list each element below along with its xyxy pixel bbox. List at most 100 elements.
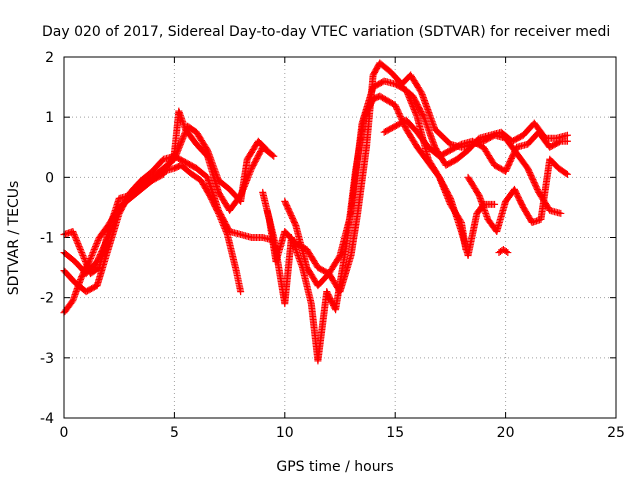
data-point [92, 241, 100, 249]
data-point [410, 104, 418, 112]
data-point [74, 240, 82, 248]
data-point [75, 243, 83, 251]
data-point [245, 172, 253, 180]
data-point [86, 255, 94, 263]
x-axis-label: GPS time / hours [276, 459, 393, 475]
data-point [502, 248, 510, 256]
data-point [75, 241, 83, 249]
y-tick-label: -4 [40, 411, 54, 427]
data-point [71, 234, 79, 241]
plot-frame [63, 56, 617, 419]
data-point [440, 184, 448, 192]
data-point [90, 247, 98, 255]
data-point [179, 133, 187, 141]
chart-title: Day 020 of 2017, Sidereal Day-to-day VTE… [42, 24, 610, 40]
data-point [445, 196, 453, 204]
data-point [72, 235, 80, 243]
data-point [80, 255, 88, 263]
data-point [172, 151, 180, 159]
data-point [178, 136, 186, 144]
data-point [178, 137, 186, 145]
data-point [562, 169, 570, 177]
series-10 [495, 246, 512, 257]
y-tick-label: -1 [40, 231, 54, 247]
data-point [411, 107, 419, 115]
data-point [104, 234, 112, 241]
data-point [439, 182, 447, 190]
data-point [269, 151, 277, 159]
y-tick-label: 1 [45, 110, 54, 126]
data-point [408, 101, 416, 109]
data-point [182, 127, 190, 135]
x-tick-label: 5 [170, 425, 179, 441]
data-point [172, 152, 180, 160]
data-point [440, 185, 448, 193]
data-point [491, 200, 499, 208]
data-point [504, 249, 512, 257]
data-point [173, 148, 181, 156]
data-point [73, 237, 81, 245]
data-point [93, 240, 101, 248]
data-point [78, 249, 86, 257]
data-point [557, 209, 565, 217]
data-point [270, 152, 278, 160]
series-9 [464, 155, 571, 235]
data-point [335, 253, 343, 261]
data-point [456, 141, 464, 149]
data-point [173, 149, 181, 157]
data-point [105, 230, 113, 238]
data-point [108, 223, 116, 231]
data-point [76, 246, 84, 254]
data-point [262, 145, 270, 153]
data-point [444, 194, 452, 202]
data-point [106, 229, 114, 237]
y-tick-label: 0 [45, 170, 54, 186]
data-point [435, 173, 443, 181]
data-point [171, 154, 179, 162]
y-tick-label: 2 [45, 50, 54, 66]
data-point [457, 217, 465, 225]
data-point [107, 227, 115, 235]
data-point [113, 211, 121, 219]
data-point [89, 249, 97, 257]
data-point [442, 190, 450, 198]
x-tick-label: 15 [386, 425, 404, 441]
series-6 [281, 59, 565, 296]
grid-lines [64, 57, 616, 418]
y-tick-label: -2 [40, 291, 54, 307]
data-point [179, 134, 187, 142]
data-point [76, 244, 84, 252]
data-point [176, 142, 184, 150]
data-point [79, 252, 87, 260]
data-point [113, 212, 121, 220]
data-point [410, 106, 418, 114]
data-point [92, 243, 100, 251]
data-point [90, 246, 98, 254]
x-tick-label: 25 [607, 425, 625, 441]
series-8 [398, 83, 571, 169]
data-point [177, 139, 185, 147]
data-point [175, 143, 183, 151]
data-point [107, 226, 115, 234]
data-points [60, 59, 571, 365]
data-point [69, 227, 77, 235]
data-point [80, 253, 88, 261]
data-point [181, 128, 189, 136]
data-point [411, 109, 419, 117]
x-tick-label: 20 [497, 425, 515, 441]
data-point [436, 175, 444, 183]
data-point [462, 246, 470, 254]
data-point [69, 229, 77, 237]
data-point [91, 244, 99, 252]
data-point [563, 137, 571, 145]
y-axis-label: SDTVAR / TECUs [6, 181, 22, 296]
data-point [87, 253, 95, 261]
data-point [170, 155, 178, 163]
data-point [181, 130, 189, 138]
data-point [237, 288, 245, 296]
data-point [174, 146, 182, 154]
data-point [263, 146, 271, 154]
data-point [413, 112, 421, 120]
data-point [441, 187, 449, 195]
